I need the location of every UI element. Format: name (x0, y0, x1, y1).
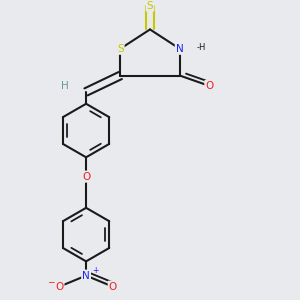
Text: S: S (117, 44, 124, 54)
Text: N: N (176, 44, 184, 54)
Text: H: H (61, 81, 69, 91)
Text: O: O (109, 282, 117, 292)
Text: −: − (47, 277, 54, 286)
Text: O: O (205, 81, 214, 91)
Text: S: S (147, 1, 153, 11)
Text: -H: -H (197, 44, 206, 52)
Text: N: N (82, 271, 90, 281)
Text: +: + (92, 266, 98, 275)
Text: O: O (55, 282, 63, 292)
Text: O: O (82, 172, 90, 182)
